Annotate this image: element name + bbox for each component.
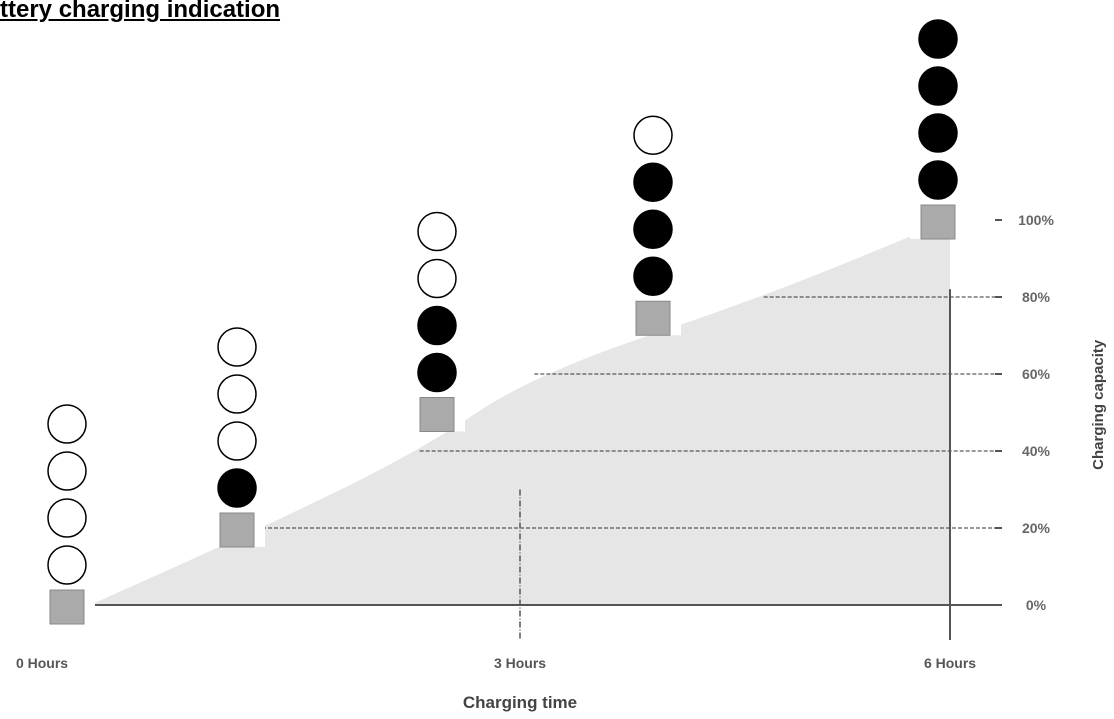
led-2-2 <box>417 258 457 299</box>
y-tick-label-80: 80% <box>1022 289 1051 305</box>
x-tick-label-6: 6 Hours <box>924 655 976 671</box>
x-tick-label-3: 3 Hours <box>494 655 546 671</box>
led-4-3 <box>918 19 958 59</box>
led-3-2 <box>633 162 673 202</box>
y-tick-label-20: 20% <box>1022 520 1051 536</box>
x-tick-label-0: 0 Hours <box>16 655 68 671</box>
led-0-0 <box>47 545 87 585</box>
led-4-1 <box>918 113 958 153</box>
led-2-3 <box>417 211 457 252</box>
led-1-1 <box>217 421 257 461</box>
led-2-1 <box>417 305 457 346</box>
led-3-1 <box>633 209 673 249</box>
led-4-2 <box>918 66 958 106</box>
led-0-2 <box>47 451 87 491</box>
y-axis-title: Charging capacity <box>1090 339 1107 470</box>
led-3-0 <box>633 256 673 296</box>
led-2-0 <box>417 352 457 393</box>
charging-area <box>90 220 950 605</box>
chart-title: ttery charging indication <box>0 0 281 23</box>
indicator-box-3 <box>635 300 671 336</box>
led-4-0 <box>918 160 958 200</box>
y-tick-label-100: 100% <box>1018 212 1054 228</box>
led-0-3 <box>47 404 87 444</box>
led-1-0 <box>217 468 257 508</box>
led-0-1 <box>47 498 87 538</box>
y-tick-label-60: 60% <box>1022 366 1051 382</box>
indicator-box-1 <box>219 512 255 548</box>
y-tick-label-40: 40% <box>1022 443 1051 459</box>
led-1-2 <box>217 374 257 414</box>
indicator-box-4 <box>920 204 956 240</box>
indicator-box-0 <box>49 589 85 625</box>
indicator-box-2 <box>419 397 455 432</box>
led-1-3 <box>217 327 257 367</box>
x-axis-title: Charging time <box>463 693 577 712</box>
led-3-3 <box>633 115 673 155</box>
y-tick-label-0: 0% <box>1026 597 1047 613</box>
